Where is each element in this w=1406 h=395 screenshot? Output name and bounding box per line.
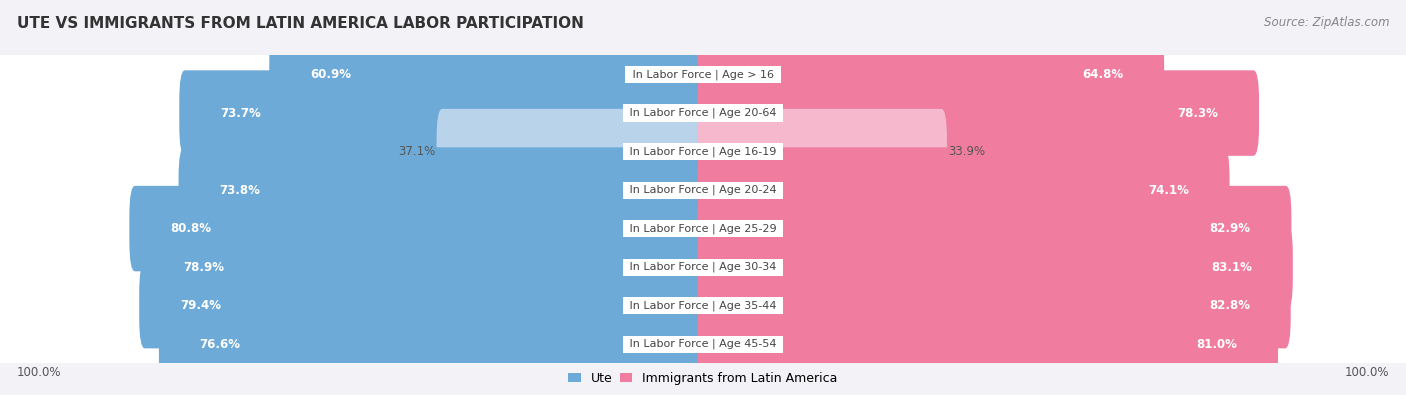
Text: In Labor Force | Age 16-19: In Labor Force | Age 16-19 <box>626 146 780 157</box>
Text: 60.9%: 60.9% <box>309 68 352 81</box>
Text: In Labor Force | Age 45-54: In Labor Force | Age 45-54 <box>626 339 780 350</box>
FancyBboxPatch shape <box>0 298 1406 390</box>
Text: 81.0%: 81.0% <box>1197 338 1237 351</box>
Text: In Labor Force | Age 35-44: In Labor Force | Age 35-44 <box>626 300 780 311</box>
Text: 100.0%: 100.0% <box>17 366 62 379</box>
Text: 79.4%: 79.4% <box>180 299 221 312</box>
FancyBboxPatch shape <box>0 183 1406 275</box>
Text: In Labor Force | Age > 16: In Labor Force | Age > 16 <box>628 69 778 80</box>
Legend: Ute, Immigrants from Latin America: Ute, Immigrants from Latin America <box>568 372 838 385</box>
FancyBboxPatch shape <box>0 144 1406 236</box>
Text: 78.3%: 78.3% <box>1177 107 1218 120</box>
FancyBboxPatch shape <box>697 147 1229 233</box>
Text: 82.9%: 82.9% <box>1209 222 1251 235</box>
Text: In Labor Force | Age 20-64: In Labor Force | Age 20-64 <box>626 108 780 118</box>
FancyBboxPatch shape <box>697 301 1278 387</box>
FancyBboxPatch shape <box>129 186 709 271</box>
Text: 73.8%: 73.8% <box>219 184 260 197</box>
FancyBboxPatch shape <box>179 147 709 233</box>
Text: 83.1%: 83.1% <box>1211 261 1253 274</box>
FancyBboxPatch shape <box>0 67 1406 159</box>
Text: UTE VS IMMIGRANTS FROM LATIN AMERICA LABOR PARTICIPATION: UTE VS IMMIGRANTS FROM LATIN AMERICA LAB… <box>17 16 583 31</box>
Text: 78.9%: 78.9% <box>183 261 225 274</box>
Text: Source: ZipAtlas.com: Source: ZipAtlas.com <box>1264 16 1389 29</box>
FancyBboxPatch shape <box>0 221 1406 313</box>
FancyBboxPatch shape <box>142 224 709 310</box>
FancyBboxPatch shape <box>270 32 709 117</box>
FancyBboxPatch shape <box>697 263 1291 348</box>
FancyBboxPatch shape <box>436 109 709 194</box>
FancyBboxPatch shape <box>697 70 1260 156</box>
FancyBboxPatch shape <box>697 224 1294 310</box>
Text: 73.7%: 73.7% <box>219 107 260 120</box>
Text: In Labor Force | Age 25-29: In Labor Force | Age 25-29 <box>626 223 780 234</box>
Text: 74.1%: 74.1% <box>1147 184 1189 197</box>
Text: 82.8%: 82.8% <box>1209 299 1250 312</box>
FancyBboxPatch shape <box>0 29 1406 120</box>
FancyBboxPatch shape <box>697 186 1292 271</box>
FancyBboxPatch shape <box>0 260 1406 352</box>
Text: 37.1%: 37.1% <box>398 145 436 158</box>
FancyBboxPatch shape <box>159 301 709 387</box>
FancyBboxPatch shape <box>697 109 948 194</box>
FancyBboxPatch shape <box>697 32 1164 117</box>
FancyBboxPatch shape <box>0 106 1406 198</box>
Text: 100.0%: 100.0% <box>1344 366 1389 379</box>
Text: 33.9%: 33.9% <box>948 145 986 158</box>
Text: In Labor Force | Age 20-24: In Labor Force | Age 20-24 <box>626 185 780 196</box>
Text: 80.8%: 80.8% <box>170 222 211 235</box>
FancyBboxPatch shape <box>180 70 709 156</box>
Text: In Labor Force | Age 30-34: In Labor Force | Age 30-34 <box>626 262 780 273</box>
Text: 76.6%: 76.6% <box>200 338 240 351</box>
FancyBboxPatch shape <box>139 263 709 348</box>
Text: 64.8%: 64.8% <box>1083 68 1123 81</box>
